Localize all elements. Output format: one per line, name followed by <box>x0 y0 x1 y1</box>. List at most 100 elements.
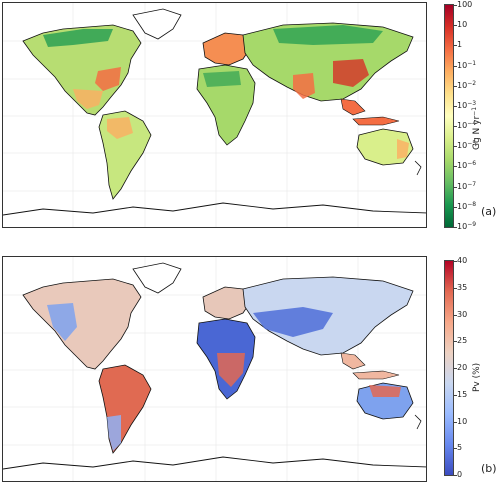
australia-east-warm <box>397 139 409 159</box>
tick-exponent: −8 <box>467 200 477 208</box>
tick-exponent: −9 <box>467 221 477 228</box>
na-south-warm <box>73 89 103 109</box>
land-indonesia <box>352 116 400 126</box>
land-se-asia <box>340 98 366 116</box>
colorbar-b-tickmark <box>454 448 457 450</box>
land-europe <box>202 32 252 66</box>
b-na-west-cool <box>47 303 77 341</box>
colorbar-b-tick-label: 35 <box>457 282 468 292</box>
tick-base: 10 <box>457 121 468 131</box>
colorbar-b-tick-label: 0 <box>457 470 463 479</box>
colorbar-a-label: Gg N yr−1 <box>471 106 482 150</box>
tick-base: 10 <box>457 222 468 231</box>
colorbar-a-tick-label: 10−7 <box>457 180 477 191</box>
map-b-svg <box>3 257 426 481</box>
colorbar-b-tickmark <box>454 475 457 476</box>
b-land-se-asia <box>340 352 366 370</box>
b-australia-north-warm <box>369 385 401 397</box>
panel-a-letter: (a) <box>481 205 497 218</box>
land-greenland <box>132 8 182 40</box>
colorbar-a-tickmark <box>454 206 457 208</box>
b-asia-middle-blue <box>253 307 333 337</box>
colorbar-a-tickmark <box>454 5 457 6</box>
b-sa-south-cool <box>107 415 121 451</box>
colorbar-a-tick-label: 10−9 <box>457 221 477 231</box>
colorbar-a-tick-label: 10−1 <box>457 59 477 70</box>
panel-b: 40 35 30 25 20 15 10 5 0 Pv (%) (b) <box>0 242 500 484</box>
tick-base: 1 <box>457 40 463 50</box>
colorbar-a-tickmark <box>454 126 457 128</box>
colorbar-b-tick-label: 10 <box>457 416 468 426</box>
colorbar-a-tickmark <box>454 166 457 168</box>
tick-exponent: −7 <box>467 180 477 188</box>
b-land-indonesia <box>352 370 400 380</box>
tick-base: 10 <box>457 20 468 30</box>
colorbar-b-tickmark <box>454 394 457 396</box>
b-land-new-zealand <box>414 414 422 430</box>
colorbar-b-tick-label: 15 <box>457 389 468 399</box>
asia-north-green <box>273 25 383 45</box>
b-land-europe <box>202 286 252 320</box>
colorbar-a-tickmark <box>454 85 457 87</box>
colorbar-a-tick-label: 10−2 <box>457 79 477 90</box>
colorbar-b-label: Pv (%) <box>472 362 482 392</box>
colorbar-b-tick-label: 5 <box>457 443 463 453</box>
na-east-hotspot <box>95 67 121 91</box>
colorbar-a-tick-label: 10−5 <box>457 140 477 151</box>
tick-base: 10 <box>457 181 468 191</box>
colorbar-b-tick-label: 20 <box>457 363 468 372</box>
tick-exponent: −1 <box>467 59 477 67</box>
land-new-zealand <box>414 160 422 176</box>
colorbar-b-tick-label: 25 <box>457 336 468 346</box>
colorbar-a-tickmark <box>454 227 457 228</box>
colorbar-b-tickmark <box>454 314 457 316</box>
tick-base: 10 <box>457 80 468 90</box>
b-land-north-america <box>22 278 142 370</box>
b-africa-central-warm <box>217 353 245 387</box>
land-antarctica <box>3 202 426 216</box>
colorbar-a-tickmark <box>454 146 457 148</box>
colorbar-a-tickmark <box>454 45 457 47</box>
asia-india-hotspot <box>293 73 315 99</box>
colorbar-b-tickmark <box>454 261 457 262</box>
tick-base: 10 <box>457 161 468 171</box>
land-north-america <box>22 24 142 116</box>
colorbar-a-tick-label: 10−4 <box>457 120 477 131</box>
tick-exponent: −4 <box>467 120 477 128</box>
colorbar-a-tickmark <box>454 65 457 67</box>
tick-base: 10 <box>457 60 468 70</box>
colorbar-b-tickmark <box>454 421 457 423</box>
colorbar-a <box>444 4 454 228</box>
tick-base: 10 <box>457 100 468 110</box>
colorbar-b-tickmark <box>454 287 457 289</box>
colorbar-b-tick-label: 40 <box>457 256 468 265</box>
colorbar-a-tick-label: 100 <box>457 1 472 9</box>
panel-b-letter: (b) <box>481 462 497 475</box>
colorbar-b-tickmark <box>454 341 457 343</box>
africa-north-sahara <box>203 71 241 87</box>
tick-base: 10 <box>457 141 468 151</box>
sa-warm <box>107 117 133 139</box>
panel-a: 100 10 1 10−1 10−2 10−3 10−4 10−5 10−6 10−7 10−8 10… <box>2 1 497 231</box>
b-land-antarctica <box>3 456 426 470</box>
map-a <box>2 2 427 228</box>
map-b <box>2 256 427 482</box>
tick-exponent: −5 <box>467 140 477 148</box>
asia-china-hotspot <box>333 59 369 87</box>
b-land-greenland <box>132 262 182 294</box>
colorbar-b-tickmark <box>454 368 457 369</box>
tick-base: 100 <box>457 0 473 9</box>
colorbar-a-tick-label: 1 <box>457 41 462 49</box>
b-land-south-america <box>98 364 152 454</box>
tick-exponent: −2 <box>467 79 477 87</box>
tick-exponent: −3 <box>467 99 477 107</box>
colorbar-b <box>444 260 454 476</box>
map-a-svg <box>3 3 426 227</box>
colorbar-b-tick-label: 30 <box>457 309 468 319</box>
colorbar-a-tick-label: 10−3 <box>457 99 477 110</box>
colorbar-a-tick-label: 10−8 <box>457 200 477 211</box>
na-north-green <box>43 29 113 47</box>
tick-base: 10 <box>457 201 468 211</box>
colorbar-a-tick-label: 10 <box>457 21 467 29</box>
colorbar-a-tick-label: 10−6 <box>457 161 476 171</box>
